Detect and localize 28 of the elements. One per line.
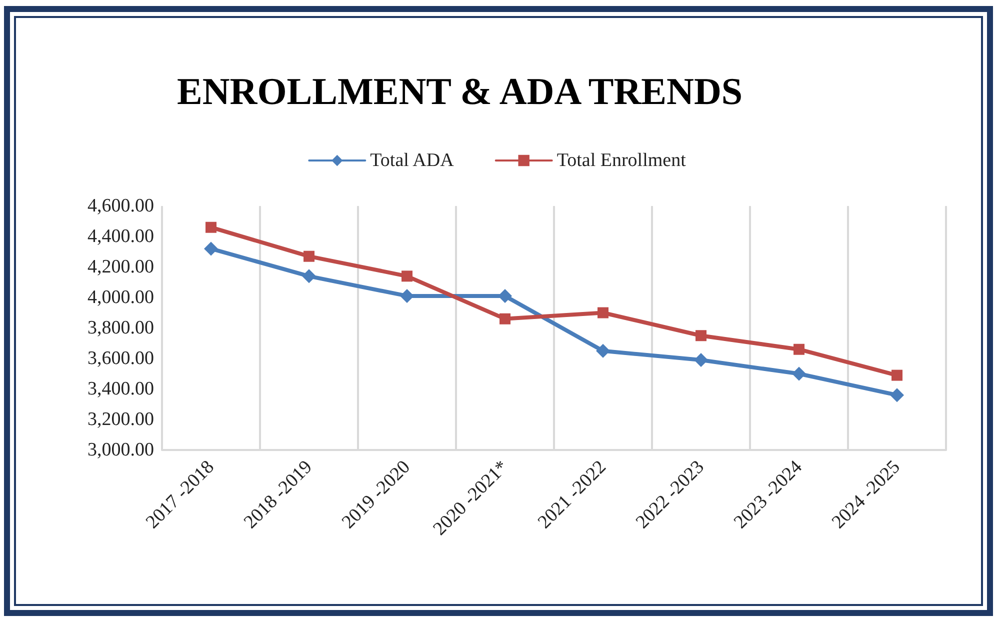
point [890,388,904,402]
point [500,313,510,324]
legend-label: Total Enrollment [556,150,687,171]
y-tick-label: 4,000.00 [88,287,154,308]
point [794,344,804,355]
point [892,370,902,381]
y-tick-label: 3,400.00 [88,378,154,400]
point [598,307,608,318]
point [596,344,610,358]
y-tick-label: 4,200.00 [88,256,154,278]
y-tick-label: 3,800.00 [88,318,154,338]
y-tick-label: 3,600.00 [88,348,154,369]
point [206,222,216,233]
point [304,250,314,262]
point [696,330,706,342]
point [402,270,412,282]
point [792,366,806,381]
point [694,353,708,368]
y-tick-label: 3,000.00 [88,440,154,460]
chart-title: ENROLLMENT & ADA TRENDS [177,71,743,113]
point [498,288,512,303]
legend-label: Total ADA [370,150,454,171]
point [302,269,316,284]
point [204,242,218,256]
y-tick-label: 3,200.00 [88,409,154,430]
y-tick-label: 4,600.00 [88,196,154,216]
point [400,288,414,303]
y-tick-label: 4,400.00 [88,226,154,247]
